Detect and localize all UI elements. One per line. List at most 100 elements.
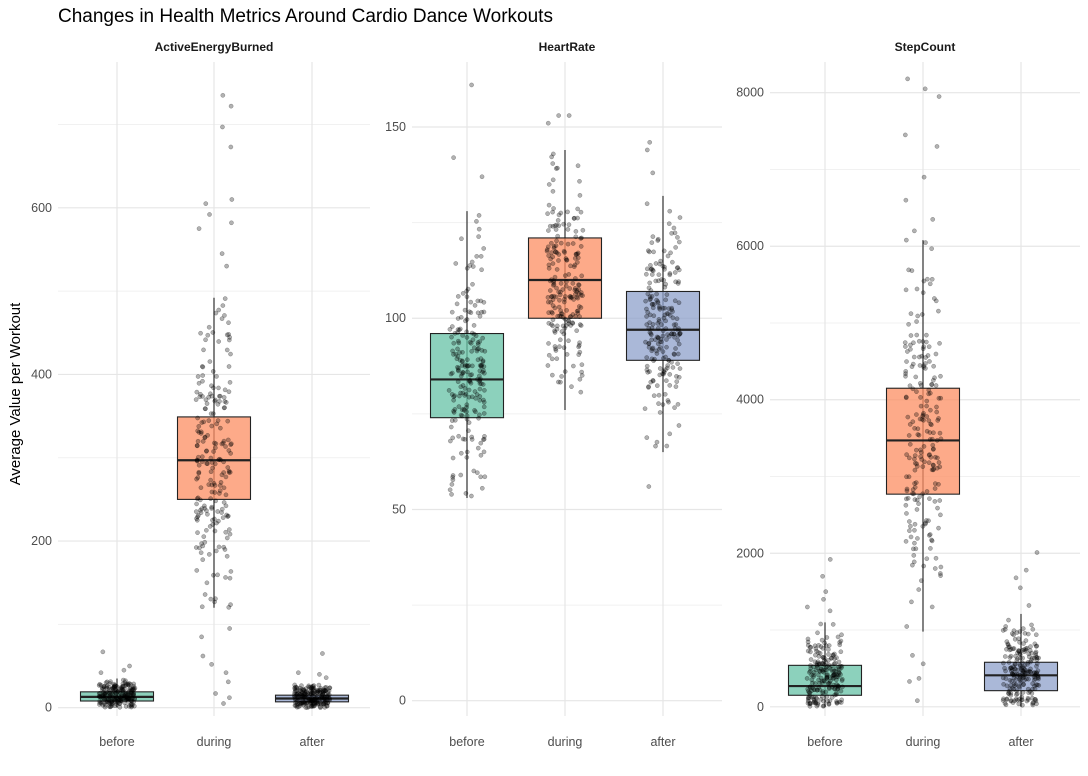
- data-point: [200, 439, 206, 444]
- x-tick-label: during: [548, 735, 583, 749]
- y-tick-label: 600: [31, 201, 52, 215]
- data-point: [212, 398, 218, 404]
- data-point: [308, 697, 314, 703]
- data-point: [213, 548, 219, 554]
- data-point: [112, 699, 118, 704]
- data-point: [657, 261, 663, 267]
- data-point: [296, 704, 301, 710]
- data-point: [550, 254, 556, 260]
- data-point: [1017, 663, 1023, 669]
- data-point: [556, 252, 562, 257]
- data-point: [570, 281, 576, 286]
- data-point: [575, 250, 581, 256]
- data-point: [469, 349, 474, 354]
- data-point: [837, 699, 842, 705]
- data-point: [648, 379, 654, 385]
- data-point: [117, 701, 122, 706]
- y-tick-label: 8000: [736, 86, 764, 100]
- data-point: [661, 277, 667, 283]
- data-point: [294, 693, 300, 699]
- data-point: [907, 422, 913, 427]
- data-point: [477, 412, 482, 418]
- data-point: [578, 389, 584, 395]
- data-point: [455, 354, 461, 359]
- data-point: [193, 509, 199, 514]
- data-point: [117, 701, 123, 707]
- data-point: [827, 680, 833, 686]
- data-point: [1026, 690, 1031, 695]
- data-point: [464, 413, 470, 419]
- data-point: [223, 529, 229, 535]
- data-point: [816, 654, 822, 659]
- data-point: [482, 388, 487, 393]
- data-point: [656, 317, 662, 322]
- data-point: [1019, 697, 1025, 703]
- data-point: [204, 580, 210, 586]
- data-point: [108, 704, 113, 710]
- data-point: [912, 426, 917, 431]
- data-point: [463, 491, 469, 496]
- data-point: [551, 278, 557, 284]
- data-point: [676, 328, 681, 333]
- data-point: [314, 695, 320, 701]
- data-point: [107, 692, 113, 698]
- data-point: [1012, 636, 1018, 642]
- data-point: [195, 438, 201, 444]
- data-point: [123, 704, 129, 709]
- data-point: [119, 687, 125, 693]
- data-point: [326, 695, 332, 701]
- data-point: [1004, 697, 1009, 702]
- data-point: [580, 227, 586, 233]
- data-point: [99, 687, 105, 692]
- data-point: [102, 692, 108, 698]
- data-point: [549, 250, 554, 255]
- data-point: [929, 467, 935, 473]
- data-point: [1030, 702, 1036, 708]
- data-point: [204, 508, 209, 513]
- data-point: [1011, 628, 1017, 633]
- data-point: [211, 449, 216, 454]
- data-point: [903, 371, 908, 377]
- data-point: [838, 649, 844, 655]
- data-point: [826, 647, 831, 652]
- data-point: [462, 393, 467, 398]
- data-point: [480, 358, 486, 364]
- data-point: [660, 349, 666, 354]
- data-point: [479, 381, 484, 387]
- data-point: [312, 696, 318, 701]
- data-point: [564, 257, 570, 263]
- data-point: [575, 206, 580, 212]
- data-point: [644, 306, 649, 312]
- data-point: [1034, 655, 1039, 660]
- data-point: [1035, 675, 1041, 680]
- data-point: [649, 337, 654, 343]
- data-point: [196, 513, 201, 518]
- data-point: [316, 682, 322, 688]
- data-point: [903, 197, 909, 203]
- data-point: [312, 696, 317, 702]
- data-point: [666, 399, 671, 405]
- data-point: [1025, 686, 1031, 692]
- data-point: [227, 335, 232, 340]
- data-point: [464, 265, 470, 271]
- data-point: [931, 446, 936, 452]
- data-point: [458, 373, 464, 379]
- data-point: [931, 466, 936, 472]
- y-tick-label: 4000: [736, 393, 764, 407]
- data-point: [319, 694, 325, 700]
- data-point: [322, 695, 328, 701]
- data-point: [1005, 641, 1011, 647]
- data-point: [199, 420, 205, 425]
- data-point: [1019, 697, 1024, 703]
- data-point: [482, 370, 487, 376]
- data-point: [471, 323, 477, 328]
- data-point: [669, 331, 674, 337]
- data-point: [1011, 675, 1017, 681]
- facet-title: HeartRate: [539, 40, 596, 54]
- data-point: [550, 151, 556, 157]
- data-point: [451, 352, 456, 357]
- data-point: [936, 308, 941, 314]
- data-point: [114, 684, 120, 689]
- data-point: [104, 685, 110, 691]
- data-point: [1008, 693, 1014, 698]
